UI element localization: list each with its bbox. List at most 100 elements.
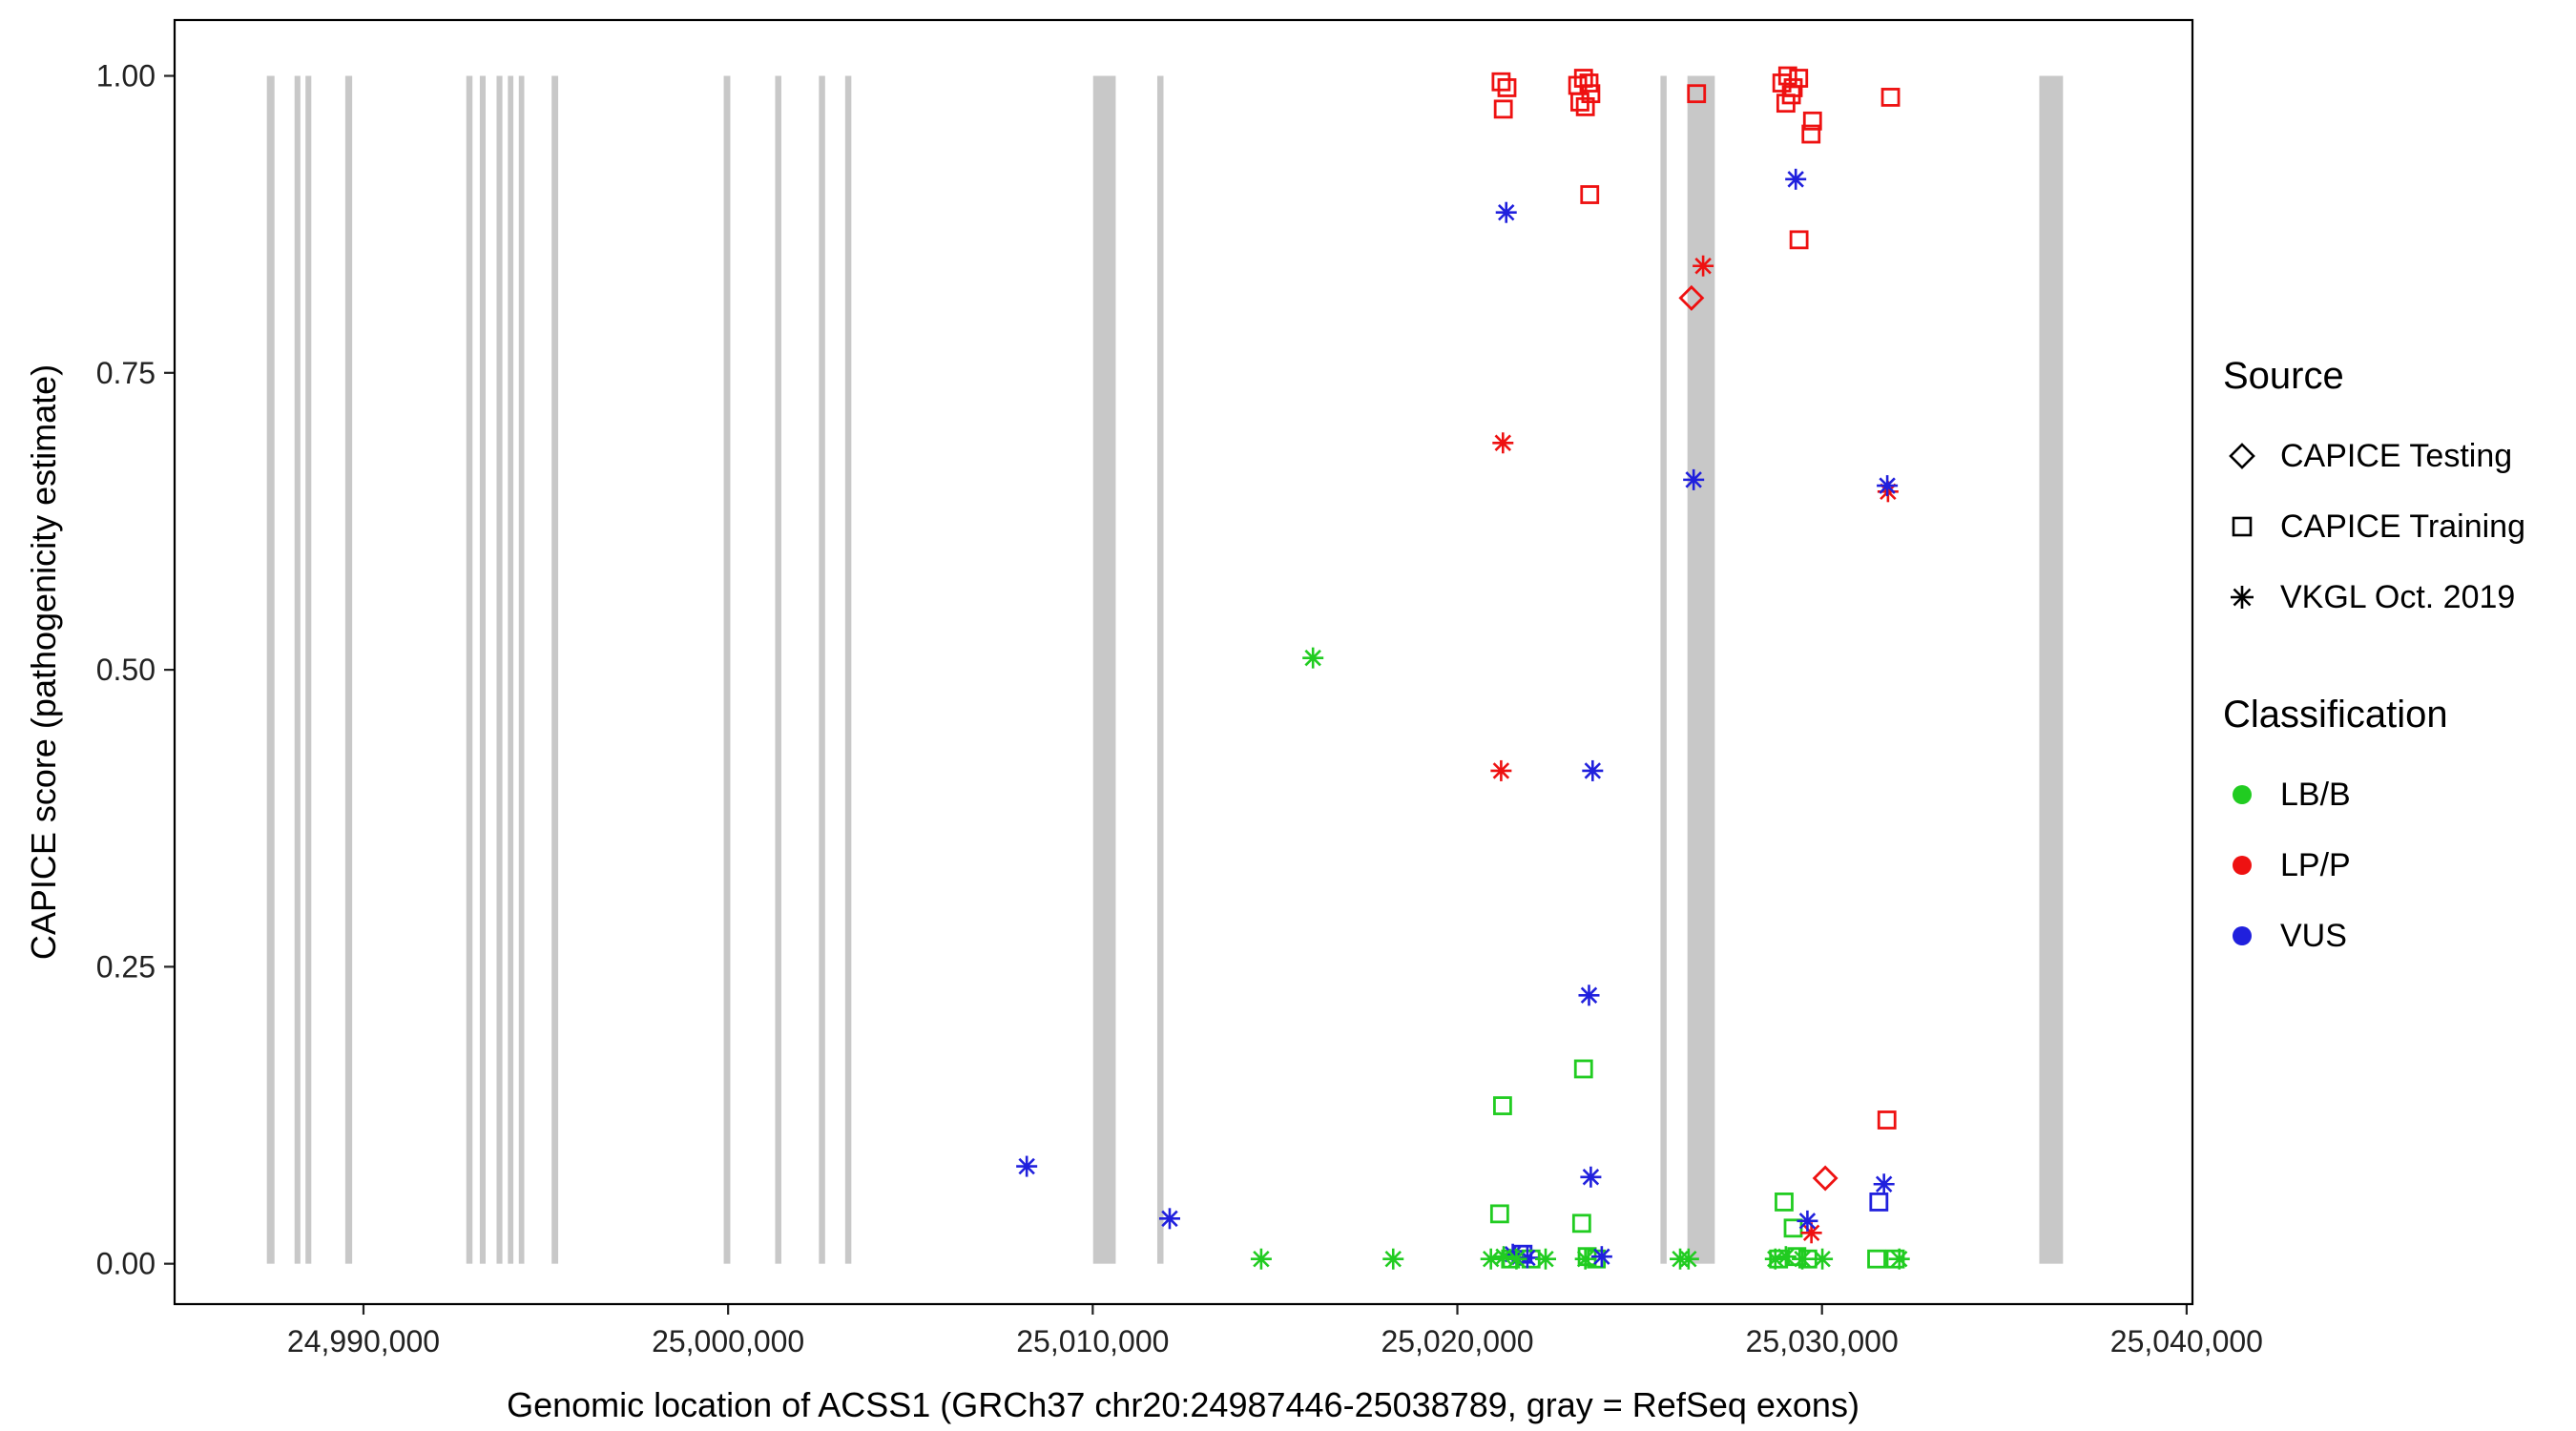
point-square: [1867, 1249, 1886, 1269]
point-square: [1575, 96, 1595, 116]
legend-item-lpp: LP/P: [2223, 830, 2525, 901]
point-asterisk: [1578, 985, 1600, 1006]
point-asterisk: [1677, 1248, 1699, 1270]
lbb-dot-icon: [2233, 785, 2252, 804]
point-square: [1493, 99, 1513, 119]
point-asterisk: [1683, 468, 1705, 490]
asterisk-stroke: [1891, 1250, 1908, 1268]
vus-dot-icon: [2233, 926, 2252, 945]
asterisk-stroke: [1694, 258, 1712, 275]
point-diamond: [1812, 1165, 1839, 1192]
y-tick-label: 1.00: [96, 59, 156, 93]
point-asterisk: [1590, 1246, 1612, 1268]
point-square: [1573, 1059, 1593, 1079]
point-asterisk: [1016, 1155, 1038, 1177]
point-asterisk: [1493, 1246, 1515, 1268]
legend-label-lpp: LP/P: [2280, 846, 2351, 883]
exon-bar: [518, 75, 525, 1264]
point-asterisk: [1812, 1248, 1834, 1270]
point-asterisk: [1506, 1248, 1527, 1270]
y-tick-label: 0.25: [96, 949, 156, 984]
exon-bar: [466, 75, 473, 1264]
asterisk-stroke: [1576, 1250, 1594, 1268]
x-tick-label: 25,030,000: [1746, 1324, 1899, 1358]
point-asterisk: [1158, 1208, 1180, 1230]
point-asterisk: [1250, 1248, 1272, 1270]
asterisk-stroke: [1253, 1250, 1270, 1268]
legend-label-capice-testing: CAPICE Testing: [2280, 437, 2513, 474]
exon-bar: [1660, 75, 1667, 1264]
legend-item-lbb: LB/B: [2223, 759, 2525, 830]
asterisk-stroke: [1580, 986, 1598, 1004]
point-square: [1571, 1213, 1591, 1234]
legend-label-capice-training: CAPICE Training: [2280, 508, 2525, 545]
point-square: [1802, 111, 1822, 131]
asterisk-stroke: [1498, 203, 1515, 221]
point-square: [1777, 66, 1797, 86]
point-asterisk: [1382, 1248, 1404, 1270]
point-square: [1493, 1096, 1512, 1115]
x-tick-label: 25,020,000: [1381, 1324, 1533, 1358]
point-asterisk: [1490, 759, 1512, 781]
x-tick-label: 24,990,000: [287, 1324, 440, 1358]
point-asterisk: [1877, 475, 1899, 497]
exon-bar: [266, 75, 275, 1264]
point-asterisk: [1492, 432, 1514, 454]
point-asterisk: [1792, 1248, 1814, 1270]
asterisk-stroke: [1802, 1224, 1820, 1242]
exon-bar: [1687, 75, 1715, 1264]
asterisk-stroke: [1492, 762, 1510, 779]
point-square: [1783, 1218, 1803, 1238]
exon-bar: [1092, 75, 1116, 1264]
y-axis-label: CAPICE score (pathogenicity estimate): [24, 363, 63, 961]
legend-item-capice-training: CAPICE Training: [2223, 491, 2525, 562]
legend-item-vkgl: VKGL Oct. 2019: [2223, 562, 2525, 633]
point-square: [1776, 93, 1796, 114]
asterisk-stroke: [1685, 471, 1702, 488]
point-asterisk: [1775, 1246, 1797, 1268]
asterisk-stroke: [1018, 1157, 1035, 1175]
legend-label-vkgl: VKGL Oct. 2019: [2280, 578, 2516, 615]
asterisk-stroke: [1777, 1248, 1795, 1265]
point-square: [1789, 230, 1809, 250]
diamond-icon: [2229, 443, 2255, 469]
exon-bar: [844, 75, 852, 1264]
panel-border: [173, 18, 2194, 1306]
x-axis-label: Genomic location of ACSS1 (GRCh37 chr20:…: [507, 1385, 1859, 1424]
y-tick-label: 0.50: [96, 653, 156, 687]
point-asterisk: [1582, 759, 1604, 781]
point-asterisk: [1693, 255, 1714, 277]
point-asterisk: [1888, 1248, 1910, 1270]
legend-source-title: Source: [2223, 355, 2344, 397]
asterisk-stroke: [1304, 649, 1321, 667]
point-asterisk: [1580, 1166, 1602, 1188]
asterisk-icon: [2231, 586, 2254, 609]
point-square: [1581, 84, 1601, 104]
asterisk-stroke: [1798, 1213, 1817, 1230]
legend-classification-title: Classification: [2223, 694, 2448, 736]
point-square: [1869, 1192, 1889, 1212]
x-tick-label: 25,000,000: [652, 1324, 804, 1358]
legend-label-vus: VUS: [2280, 917, 2347, 954]
asterisk-stroke: [1593, 1248, 1610, 1265]
asterisk-stroke: [1582, 1169, 1600, 1186]
point-asterisk: [1535, 1248, 1557, 1270]
exon-bar: [508, 75, 514, 1264]
point-asterisk: [1495, 201, 1517, 223]
asterisk-stroke: [1519, 1249, 1536, 1267]
point-square: [1880, 88, 1901, 107]
exon-bar: [819, 75, 825, 1264]
y-tick-label: 0.75: [96, 356, 156, 390]
asterisk-stroke: [1495, 1248, 1512, 1265]
x-tick-label: 25,010,000: [1016, 1324, 1169, 1358]
exon-bar: [2039, 75, 2064, 1264]
exon-bar: [723, 75, 731, 1264]
exon-bar: [775, 75, 781, 1264]
point-asterisk: [1873, 1173, 1895, 1195]
point-diamond: [1678, 284, 1705, 311]
point-asterisk: [1797, 1210, 1818, 1232]
asterisk-stroke: [1507, 1250, 1526, 1268]
point-square: [1580, 185, 1600, 204]
exon-bar: [1156, 75, 1164, 1264]
